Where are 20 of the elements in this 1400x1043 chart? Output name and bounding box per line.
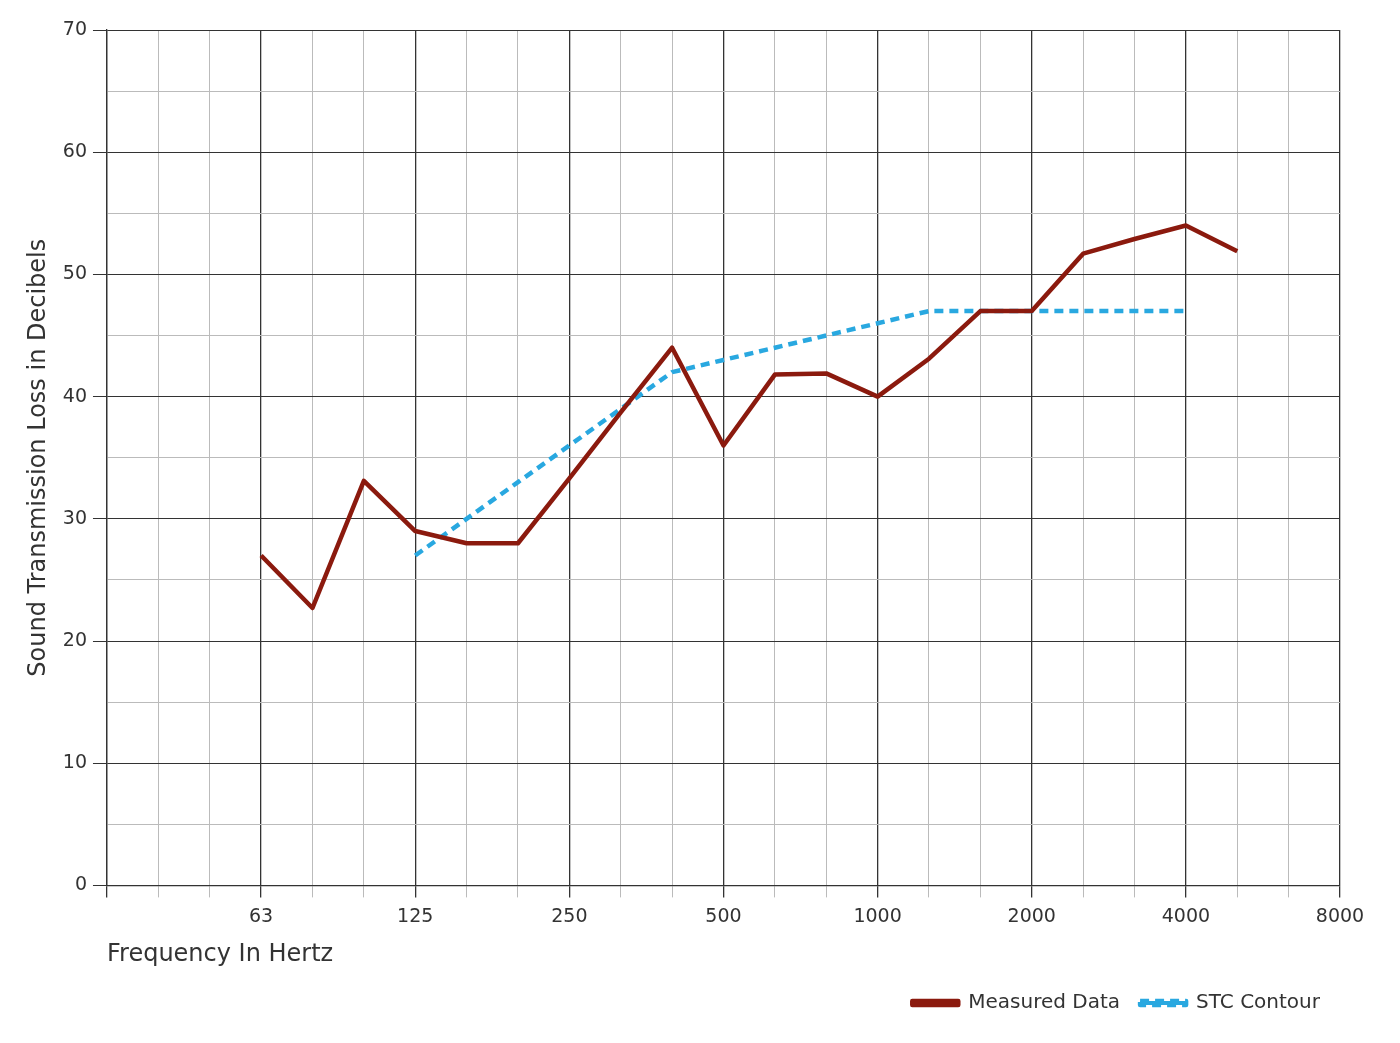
- x-tick-label: 2000: [1007, 903, 1056, 926]
- x-tick-label: 63: [249, 903, 274, 926]
- y-tick-label: 60: [62, 139, 87, 162]
- x-tick-label: 4000: [1161, 903, 1211, 926]
- x-tick-label: 500: [705, 903, 742, 926]
- y-tick-label: 20: [62, 627, 87, 650]
- x-axis-title: Frequency In Hertz: [106, 938, 334, 967]
- x-tick-label: 8000: [1315, 903, 1365, 926]
- x-tick-label: 250: [551, 903, 588, 926]
- legend-label: Measured Data: [968, 989, 1121, 1014]
- y-tick-label: 30: [62, 505, 87, 528]
- y-tick-label: 50: [62, 261, 87, 284]
- y-tick-label: 70: [62, 16, 87, 39]
- y-tick-label: 0: [74, 872, 87, 895]
- x-tick-label: 1000: [853, 903, 902, 926]
- y-tick-label: 10: [62, 750, 87, 773]
- legend-label: STC Contour: [1196, 989, 1321, 1014]
- y-tick-label: 40: [62, 383, 87, 406]
- x-tick-label: 125: [397, 903, 434, 926]
- y-axis-title: Sound Transmission Loss in Decibels: [22, 238, 51, 677]
